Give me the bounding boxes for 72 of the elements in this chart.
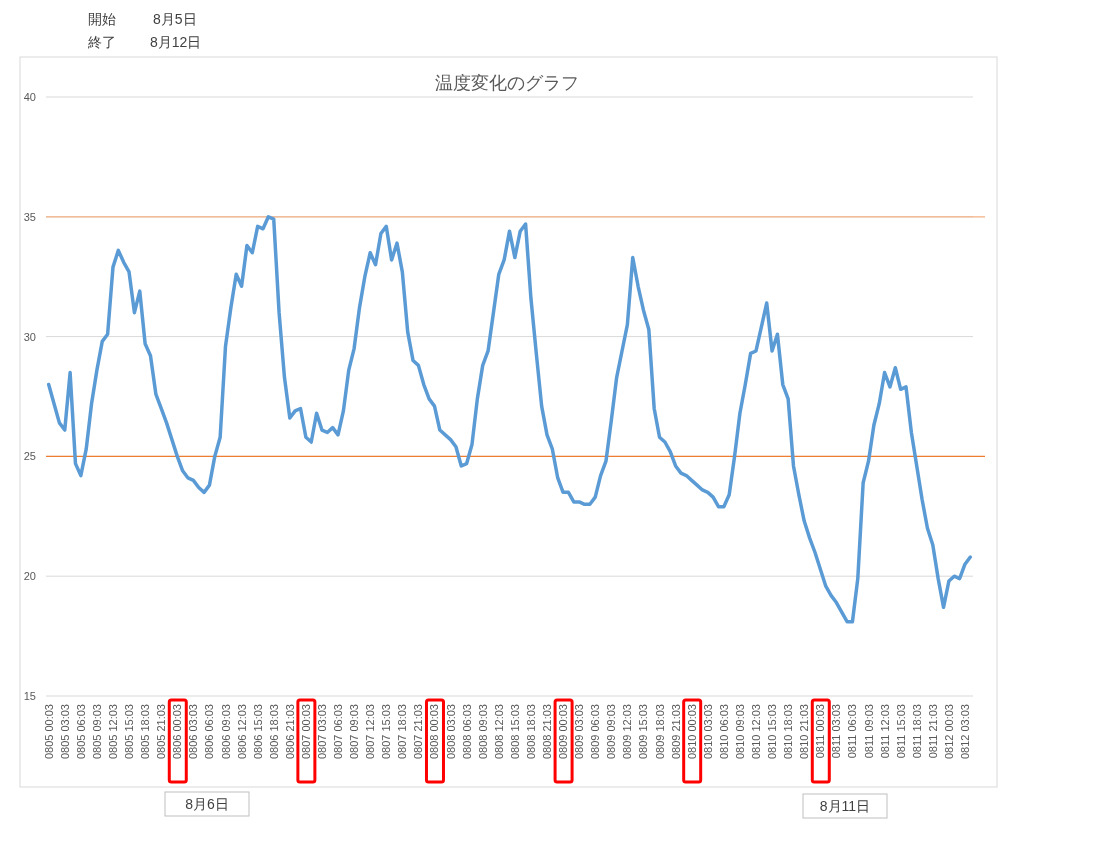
x-tick-label: 0808 21:03 [541, 704, 554, 760]
text: 開始 [88, 11, 116, 27]
x-tick-label: 0808 09:03 [476, 704, 489, 760]
x-tick-label: 0809 09:03 [605, 704, 618, 760]
x-tick-label: 0811 18:03 [910, 704, 923, 759]
chart-title: 温度変化のグラフ [435, 73, 579, 93]
line-series [46, 215, 973, 624]
x-tick-label: 0808 18:03 [524, 704, 537, 760]
x-tick-label: 0811 06:03 [846, 704, 859, 759]
x-tick-label: 0808 03:03 [444, 704, 457, 760]
x-tick-label: 0806 21:03 [283, 704, 296, 760]
x-tick-label: 0809 06:03 [589, 704, 602, 760]
x-tick-label: 0806 18:03 [267, 704, 280, 760]
text: 8月12日 [150, 34, 202, 50]
x-tick-label: 0806 03:03 [187, 704, 200, 760]
x-tick-label: 0807 18:03 [396, 704, 409, 760]
x-tick-label: 0810 00:03 [685, 704, 698, 760]
x-tick-label: 0809 03:03 [573, 704, 586, 760]
x-tick-label: 0805 12:03 [106, 704, 119, 760]
x-tick-label: 0807 03:03 [315, 704, 328, 760]
x-tick-label: 0810 12:03 [749, 704, 762, 760]
text: 8月6日 [185, 796, 229, 812]
x-tick-label: 0811 03:03 [830, 704, 843, 759]
x-tick-label: 0809 18:03 [653, 704, 666, 760]
x-tick-label: 0811 21:03 [926, 704, 939, 759]
x-tick-label: 0811 09:03 [862, 704, 875, 759]
y-tick-label: 30 [23, 330, 36, 343]
x-tick-label: 0809 12:03 [621, 704, 634, 760]
text: 終了 [87, 34, 116, 50]
x-tick-label: 0808 06:03 [460, 704, 473, 760]
x-tick-label: 0806 15:03 [251, 704, 264, 760]
text: 8月11日 [819, 798, 871, 814]
x-tick-label: 0811 12:03 [878, 704, 891, 759]
x-tick-label: 0810 06:03 [717, 704, 730, 760]
y-tick-label: 15 [23, 690, 36, 702]
x-tick-label: 0812 03:03 [958, 704, 971, 760]
x-tick-label: 0807 12:03 [364, 704, 377, 760]
x-tick-label: 0805 18:03 [139, 704, 152, 760]
x-tick-label: 0805 21:03 [155, 704, 168, 760]
x-tick-label: 0807 21:03 [412, 704, 425, 760]
text: 8月5日 [153, 11, 197, 27]
x-tick-label: 0811 00:03 [814, 704, 827, 759]
x-tick-label: 0810 09:03 [733, 704, 746, 760]
x-tick-label: 0806 00:03 [171, 704, 184, 760]
x-tick-label: 0808 00:03 [428, 704, 441, 760]
x-tick-label: 0807 06:03 [332, 704, 345, 760]
x-tick-label: 0807 15:03 [380, 704, 393, 760]
x-tick-label: 0807 09:03 [348, 704, 361, 760]
x-tick-label: 0808 12:03 [492, 704, 505, 760]
x-tick-label: 0805 09:03 [90, 704, 103, 760]
x-tick-label: 0810 21:03 [798, 704, 811, 760]
y-tick-label: 35 [23, 210, 36, 223]
x-tick-label: 0805 03:03 [58, 704, 71, 760]
x-tick-label: 0809 15:03 [637, 704, 650, 760]
x-tick-label: 0807 00:03 [299, 704, 312, 760]
x-tick-label: 0810 15:03 [766, 704, 779, 760]
y-tick-label: 20 [23, 570, 36, 583]
x-tick-label: 0810 03:03 [701, 704, 714, 760]
x-tick-label: 0810 18:03 [782, 704, 795, 760]
x-tick-label: 0806 06:03 [203, 704, 216, 760]
x-tick-label: 0809 21:03 [669, 704, 682, 760]
x-tick-label: 0806 12:03 [235, 704, 248, 760]
x-tick-label: 0809 00:03 [557, 704, 570, 760]
x-tick-label: 0806 09:03 [219, 704, 232, 760]
x-tick-label: 0812 00:03 [942, 704, 955, 760]
y-tick-label: 40 [23, 91, 36, 103]
x-tick-label: 0805 06:03 [74, 704, 87, 760]
y-tick-label: 25 [23, 450, 36, 463]
x-tick-label: 0805 00:03 [42, 704, 55, 760]
x-tick-label: 0808 15:03 [508, 704, 521, 760]
x-tick-label: 0811 15:03 [894, 704, 907, 759]
x-tick-label: 0805 15:03 [123, 704, 136, 760]
